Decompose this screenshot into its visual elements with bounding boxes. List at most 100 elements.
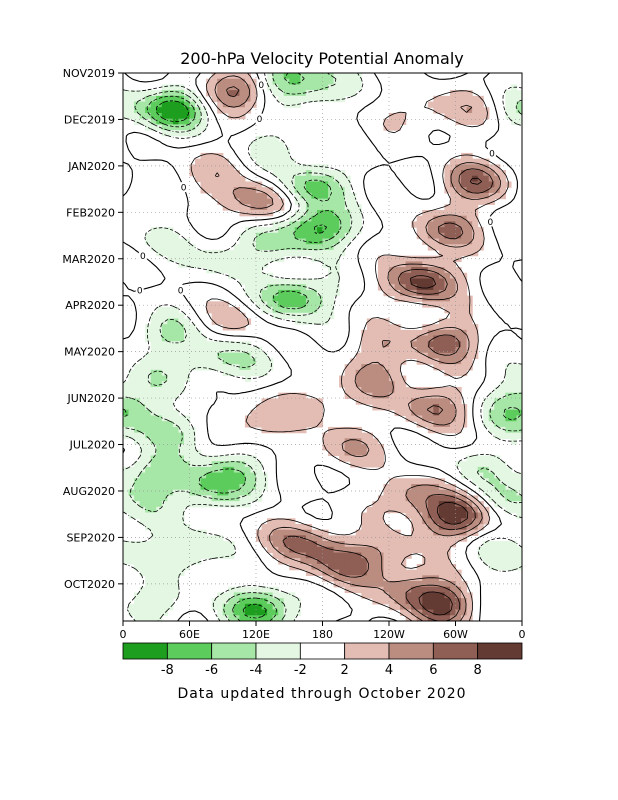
anomaly-cell <box>305 164 313 171</box>
anomaly-cell <box>150 358 157 365</box>
anomaly-cell <box>289 187 296 194</box>
anomaly-cell <box>178 347 185 354</box>
anomaly-cell <box>123 484 130 491</box>
anomaly-cell <box>455 278 462 285</box>
anomaly-cell <box>449 238 457 245</box>
anomaly-cell <box>455 609 462 616</box>
anomaly-cell <box>261 529 268 536</box>
anomaly-cell <box>444 529 451 536</box>
anomaly-cell <box>455 512 462 519</box>
anomaly-cell <box>172 495 180 502</box>
anomaly-cell <box>123 501 130 508</box>
anomaly-cell <box>322 535 329 542</box>
anomaly-cell <box>278 164 285 171</box>
anomaly-cell <box>233 107 240 114</box>
anomaly-cell <box>438 347 446 354</box>
anomaly-cell <box>366 438 373 445</box>
anomaly-cell <box>361 386 368 394</box>
anomaly-cell <box>455 312 462 320</box>
anomaly-cell <box>377 272 385 280</box>
anomaly-cell <box>444 112 451 120</box>
anomaly-cell <box>183 415 191 422</box>
anomaly-cell <box>411 592 418 599</box>
anomaly-cell <box>361 592 368 599</box>
anomaly-cell <box>366 546 373 554</box>
anomaly-cell <box>167 95 174 103</box>
anomaly-cell <box>394 506 401 514</box>
anomaly-cell <box>311 529 318 536</box>
anomaly-cell <box>438 341 446 348</box>
anomaly-cell <box>444 563 451 571</box>
anomaly-cell <box>128 369 135 377</box>
anomaly-cell <box>172 112 180 120</box>
anomaly-cell <box>510 381 518 388</box>
anomaly-cell <box>244 249 252 257</box>
y-tick-label: FEB2020 <box>66 206 115 219</box>
anomaly-cell <box>433 324 440 331</box>
anomaly-cell <box>377 523 385 531</box>
anomaly-cell <box>278 535 285 542</box>
zero-contour-label: 0 <box>488 218 494 228</box>
anomaly-cell <box>272 523 279 531</box>
anomaly-cell <box>239 175 246 183</box>
anomaly-cell <box>123 489 130 497</box>
anomaly-cell <box>222 455 229 462</box>
anomaly-cell <box>311 541 318 548</box>
anomaly-cell <box>422 227 429 234</box>
anomaly-cell <box>466 598 473 605</box>
anomaly-cell <box>145 598 152 605</box>
anomaly-cell <box>455 341 462 348</box>
anomaly-cell <box>161 369 168 377</box>
anomaly-cell <box>217 158 224 165</box>
anomaly-cell <box>228 484 235 491</box>
anomaly-cell <box>294 187 301 194</box>
anomaly-cell <box>350 449 357 457</box>
anomaly-cell <box>394 329 401 337</box>
anomaly-cell <box>261 289 268 297</box>
anomaly-cell <box>483 112 490 120</box>
anomaly-cell <box>172 318 180 325</box>
anomaly-cell <box>344 455 351 462</box>
anomaly-cell <box>328 170 335 177</box>
anomaly-cell <box>472 175 479 183</box>
anomaly-cell <box>233 249 240 257</box>
anomaly-cell <box>433 546 440 554</box>
anomaly-cell <box>438 415 446 422</box>
anomaly-cell <box>233 181 240 188</box>
anomaly-cell <box>211 84 218 91</box>
anomaly-cell <box>183 472 191 479</box>
anomaly-cell <box>505 421 512 428</box>
anomaly-cell <box>172 523 180 531</box>
anomaly-cell <box>427 586 434 594</box>
anomaly-cell <box>339 558 346 565</box>
anomaly-cell <box>516 392 522 399</box>
anomaly-cell <box>394 261 401 268</box>
anomaly-cell <box>394 255 401 262</box>
anomaly-cell <box>355 78 362 86</box>
anomaly-cell <box>438 318 446 325</box>
anomaly-cell <box>222 307 229 314</box>
anomaly-cell <box>389 558 396 565</box>
anomaly-cell <box>510 398 518 405</box>
anomaly-cell <box>433 609 440 616</box>
anomaly-cell <box>366 535 373 542</box>
anomaly-cell <box>488 484 495 491</box>
anomaly-cell <box>366 523 373 531</box>
anomaly-cell <box>228 101 235 108</box>
anomaly-cell <box>261 592 268 599</box>
anomaly-cell <box>510 552 518 559</box>
anomaly-cell <box>139 558 146 565</box>
anomaly-cell <box>256 295 263 302</box>
anomaly-cell <box>239 232 246 240</box>
anomaly-cell <box>449 563 457 571</box>
anomaly-cell <box>150 592 157 599</box>
anomaly-cell <box>461 415 468 422</box>
anomaly-cell <box>211 312 218 320</box>
anomaly-cell <box>305 232 313 240</box>
anomaly-cell <box>316 244 324 251</box>
anomaly-cell <box>139 404 146 411</box>
anomaly-cell <box>322 432 329 439</box>
anomaly-cell <box>156 484 163 491</box>
anomaly-cell <box>239 261 246 268</box>
anomaly-cell <box>267 227 274 234</box>
